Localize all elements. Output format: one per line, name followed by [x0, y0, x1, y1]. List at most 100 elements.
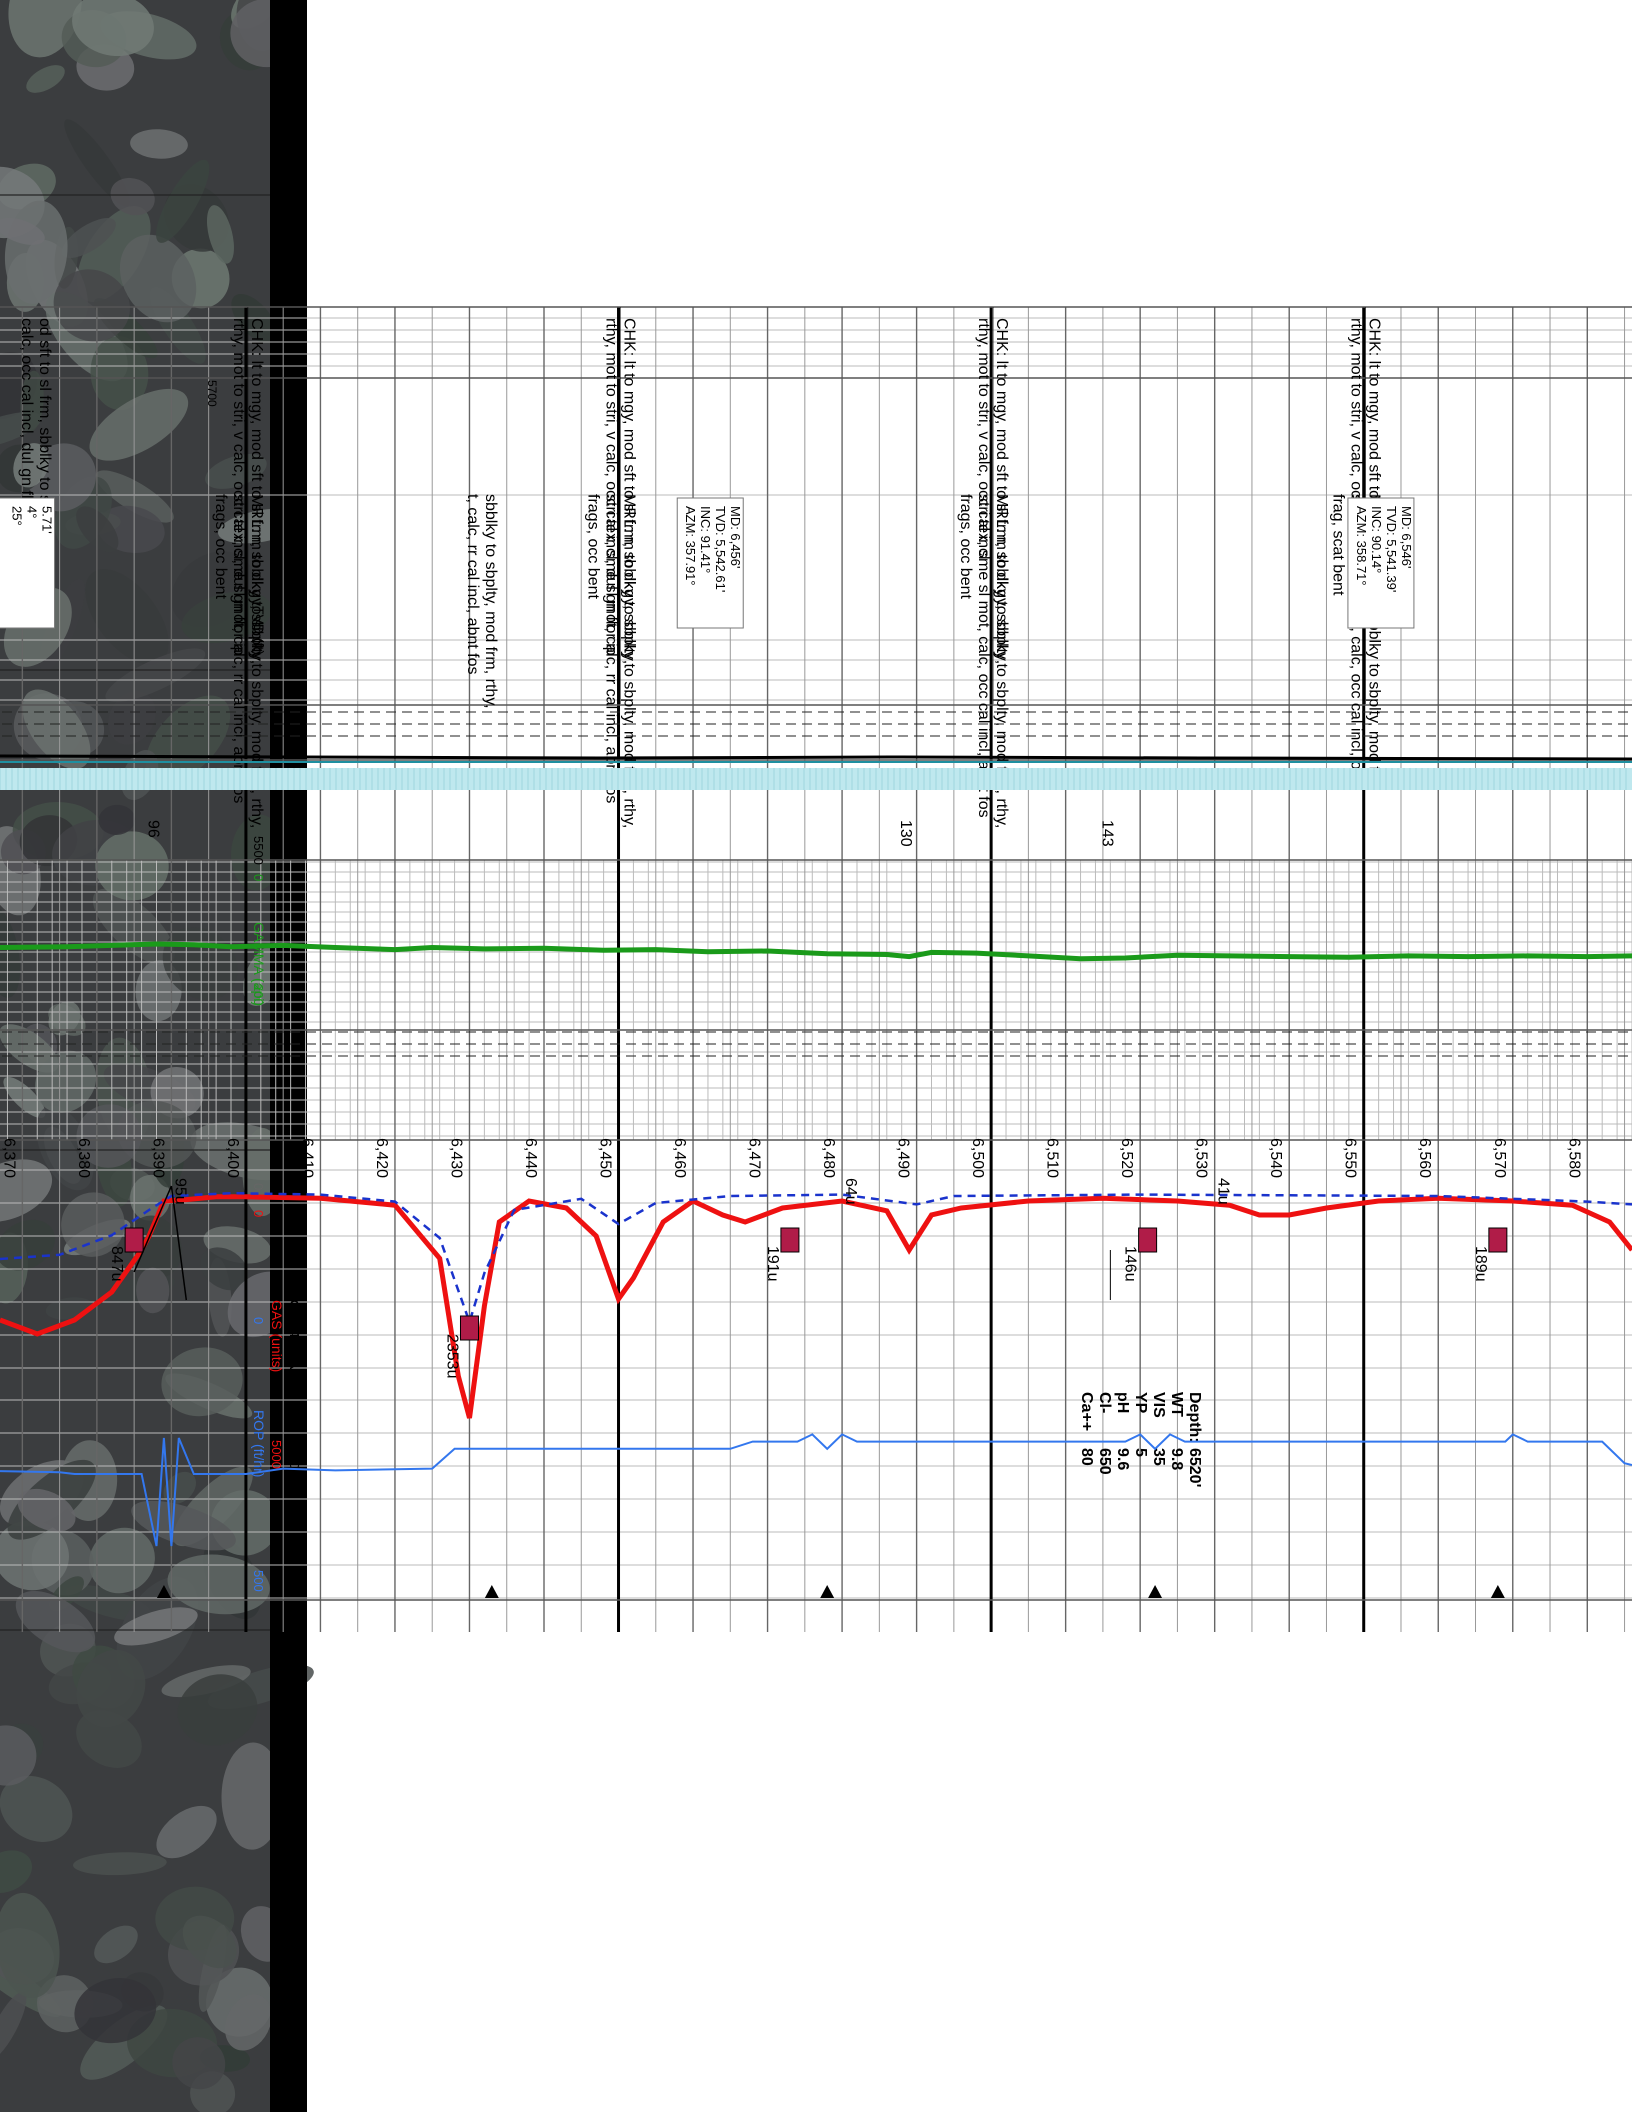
depth-tick-label: 6,510	[1044, 1138, 1061, 1178]
gas-marker-label: 191u	[764, 1246, 781, 1282]
gas-max: 5000	[269, 1440, 284, 1469]
pointer-line	[170, 1185, 188, 1301]
depth-tick-label: 6,560	[1416, 1138, 1433, 1178]
gas-marker-label: 2353u	[443, 1334, 460, 1379]
survey-text: 4°	[25, 506, 40, 518]
connection-gas-label: 95u	[171, 1178, 188, 1205]
lithology-description: rthy, mot to stri, v calc, occ cal incl,…	[230, 318, 247, 656]
rock-fragment	[182, 1915, 237, 1969]
rock-fragment	[110, 177, 155, 216]
depth-tick-label: 6,390	[149, 1138, 166, 1178]
gas-min: 0	[251, 1210, 266, 1217]
rop-label: ROP (ft/hr)	[251, 1410, 267, 1477]
survey-text: TVD: 5,542.61'	[713, 506, 728, 592]
rop-flag-marker	[1490, 1585, 1505, 1598]
rop-flag-marker	[1148, 1585, 1163, 1598]
depth-tick-label: 6,410	[298, 1138, 315, 1178]
lithology-description: stri tex, sme sl mot, calc, occ cal incl…	[975, 494, 992, 818]
lithology-description: t, calc, rr cal incl, abnt fos	[464, 494, 481, 675]
lithology-description: frag, scat bent	[1330, 494, 1347, 596]
rock-cuttings-photo	[0, 0, 314, 2112]
gas-marker-label: 847u	[108, 1246, 125, 1282]
rock-fragment	[73, 1852, 167, 1876]
rop-flag-marker	[820, 1585, 835, 1598]
rock-fragment	[105, 648, 206, 703]
rock-fragment	[76, 1649, 146, 1728]
mud-report-value: 80	[1078, 1448, 1095, 1466]
survey-text: AZM: 357.91°	[683, 506, 698, 586]
lithology-description: stri tex, sme sl mot, calc, rr cal incl,…	[230, 494, 247, 803]
lithology-description: MRL: m to dkgy, sbblky to sbplty, mod fr…	[248, 494, 265, 828]
lithology-description: calc, occ cal incl, dul gn flor ip	[18, 318, 35, 530]
rock-fragment	[0, 411, 42, 449]
rop-max: 500	[251, 1570, 266, 1592]
rock-fragment	[94, 1925, 138, 1964]
rock-fragment	[177, 1674, 258, 1746]
rock-fragment	[0, 217, 45, 245]
survey-box	[1347, 497, 1415, 629]
rock-fragment	[89, 388, 189, 461]
depth-tick-label: 6,550	[1342, 1138, 1359, 1178]
rock-fragment	[15, 1591, 96, 1653]
rock-fragment	[0, 1775, 73, 1842]
rop-track	[0, 1433, 1632, 1598]
gas-marker-label: 146u	[1122, 1246, 1139, 1282]
lithology-description: rthy, mot to stri, v calc, occ cal incl	[975, 318, 992, 560]
rock-fragment	[88, 1527, 155, 1594]
mud-report-label: Cl-	[1096, 1392, 1113, 1413]
gamma-label: 143	[1098, 820, 1115, 847]
rock-fragment	[85, 569, 169, 665]
rock-fragment	[161, 1347, 243, 1417]
tvd-label: TVD (ft)	[251, 606, 267, 655]
rock-fragment	[231, 293, 277, 344]
well-path	[0, 754, 1632, 763]
lithology-description: CHK: lt to mgy, mod sft to sl frm, sbblk…	[621, 318, 638, 664]
survey-text: MD: 6,456'	[728, 506, 743, 568]
rock-fragment	[206, 205, 234, 264]
c1c4-max: 500000	[287, 1440, 302, 1483]
pointer-line	[133, 1185, 173, 1273]
gas-track: 847u 2353u 191u 146u 189u 95u 64u 41u	[0, 1178, 1632, 1419]
lithology-description: rthy, mot to stri, v calc, occ cal incl,…	[603, 318, 620, 656]
gamma-label: GAMMA (api)	[251, 922, 267, 1006]
lithology-description: stri tex, sme sl mot, calc, rr cal incl,…	[603, 494, 620, 803]
lithology-description: frags, occ bent	[957, 494, 974, 600]
rop-min: 0	[251, 1317, 266, 1324]
depth-tick-label: 6,420	[373, 1138, 390, 1178]
rock-fragment	[156, 159, 210, 243]
survey-text: AZM: 358.71°	[1354, 506, 1369, 586]
depth-tick-label: 6,480	[820, 1138, 837, 1178]
depth-tick-label: 6,520	[1118, 1138, 1135, 1178]
mud-report-label: pH	[1114, 1392, 1131, 1413]
series-c1c4	[0, 1191, 1632, 1326]
lithology-description: od sft to sl frm, sbblky to sbplty,	[36, 318, 53, 540]
depth-tick-label: 6,500	[969, 1138, 986, 1178]
lithology-description: MRL: m to dkgy, sbblky to sbplty, mod fr…	[621, 494, 638, 828]
rock-fragment	[0, 1725, 37, 1786]
survey-text: MD: 6,546'	[1399, 506, 1414, 568]
rock-fragment	[0, 1159, 53, 1222]
series-gas	[0, 1194, 1632, 1419]
series-gamma	[0, 941, 1632, 962]
survey-text: 25°	[10, 506, 25, 526]
lithology-description: CHK: lt to mgy, mod sft to sl frm, sbblk…	[993, 318, 1010, 664]
gamma-max: 200	[251, 984, 266, 1006]
survey-boxes: MD: 6,456'TVD: 5,542.61'INC: 91.41°AZM: …	[0, 497, 1415, 629]
series-rop	[0, 1433, 1632, 1547]
tvd-lower-value: 5700	[205, 380, 219, 407]
survey-text: INC: 91.41°	[698, 506, 713, 573]
rock-fragment	[114, 1607, 198, 1646]
depth-tick-label: 6,530	[1193, 1138, 1210, 1178]
tvd-scale-value: 5500	[251, 836, 266, 865]
rop-flag-marker	[484, 1585, 499, 1598]
lithology-description: MRL: m to dkgy, sbblky to sbplty, mod fr…	[993, 494, 1010, 828]
rop-flag-marker	[156, 1585, 171, 1598]
depth-tick-label: 6,490	[895, 1138, 912, 1178]
rock-fragment	[0, 1892, 60, 1999]
depth-tick-label: 6,570	[1491, 1138, 1508, 1178]
mud-report-label: Depth:	[1186, 1392, 1203, 1443]
c1c4-min: 0	[251, 1183, 266, 1190]
rock-fragment	[64, 119, 130, 207]
depth-scale: 6,370 6,380 6,390 6,400 6,410 6,420 6,430 6,440…	[0, 1138, 1582, 1178]
